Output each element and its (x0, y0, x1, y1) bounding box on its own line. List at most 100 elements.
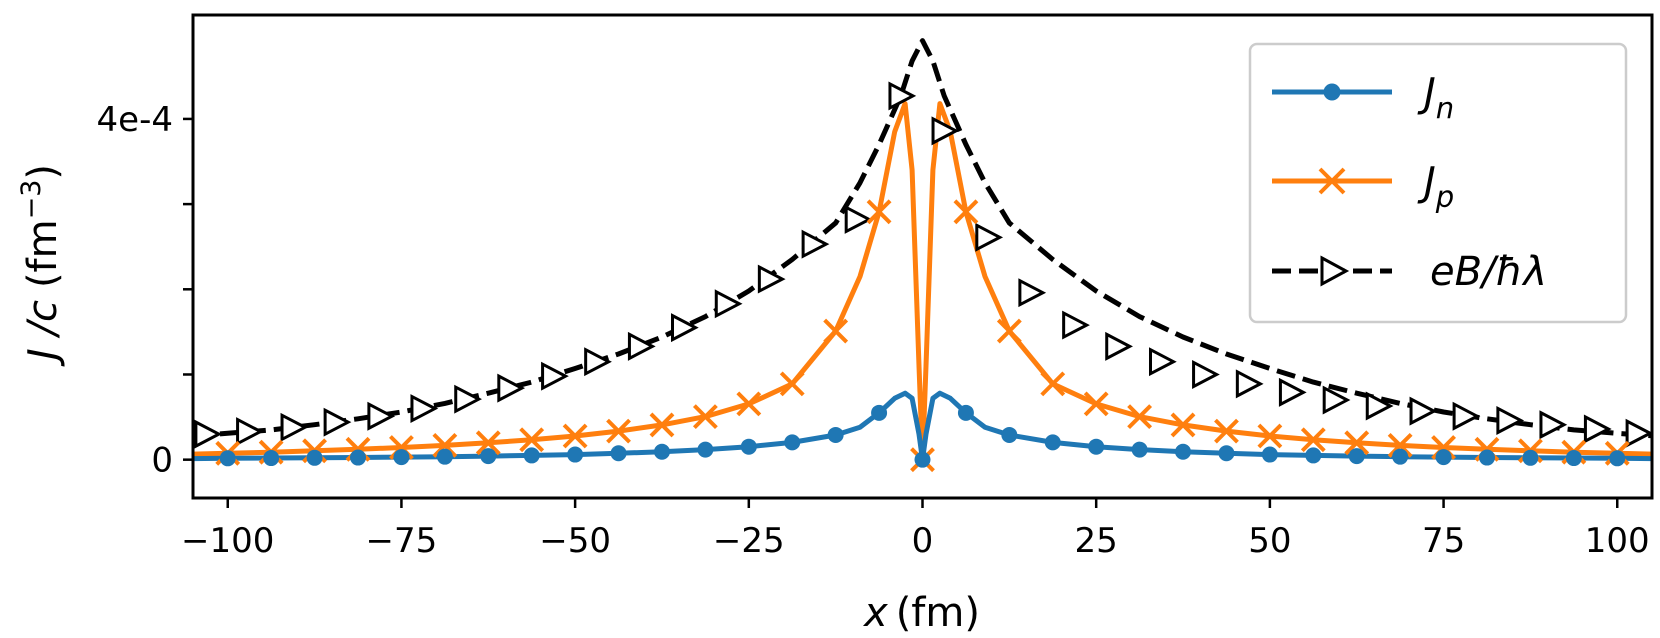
legend-entry-eb: eB/ħλ (1272, 249, 1547, 295)
series-marker-eb (714, 289, 743, 319)
series-marker-jp (736, 391, 762, 417)
legend-entry-jn: Jn (1272, 70, 1454, 125)
series-marker-jp (1257, 423, 1283, 449)
legend-label-jp-sub: p (1435, 180, 1454, 214)
y-axis-var: J /c (20, 300, 66, 367)
x-tick-label: 0 (912, 521, 934, 561)
series-marker-jn (1522, 449, 1539, 466)
x-tick-label: 50 (1248, 521, 1291, 561)
series-marker-eb (1235, 369, 1264, 399)
series-marker-eb (1452, 401, 1481, 431)
series-marker-eb (801, 229, 830, 259)
series-marker-eb (1583, 414, 1612, 444)
series-marker-jp (1300, 427, 1326, 453)
series-marker-eb (627, 331, 656, 361)
series-marker-eb (1278, 377, 1307, 407)
series-marker-jn (1478, 449, 1495, 466)
series-marker-jp (953, 199, 979, 225)
axis-ticks: −100 −75 −50 −25 0 25 50 75 100 0 4e-4 (97, 100, 1650, 561)
series-marker-jn (306, 449, 323, 466)
series-marker-eb (1496, 406, 1525, 435)
series-marker-eb (497, 373, 526, 403)
series-marker-jp (1170, 412, 1196, 438)
series-marker-jn (1001, 426, 1018, 443)
series-marker-jp (475, 430, 501, 456)
x-tick-label: 100 (1585, 521, 1650, 561)
series-marker-jp (996, 318, 1022, 344)
series-marker-eb (888, 81, 917, 111)
series-marker-jn (610, 445, 627, 462)
series-marker-jn (1261, 446, 1278, 463)
series-marker-jn (914, 451, 931, 468)
series-marker-eb (1105, 331, 1133, 361)
series-marker-jn (1305, 447, 1322, 464)
series-marker-eb (1409, 396, 1438, 426)
legend-marker-jp (1318, 167, 1346, 195)
x-tick-label: 75 (1422, 521, 1465, 561)
series-marker-jp (649, 412, 675, 438)
series-marker-eb (671, 313, 699, 343)
x-tick-label: −25 (713, 521, 785, 561)
x-axis-var: x (862, 590, 888, 636)
series-marker-jn (1218, 445, 1235, 462)
series-marker-jn (871, 404, 888, 421)
series-marker-eb (931, 116, 960, 146)
series-marker-jp (519, 427, 545, 453)
series-marker-eb (584, 347, 612, 377)
series-marker-eb (236, 417, 264, 447)
series-marker-eb (757, 264, 786, 294)
legend-label-jn-sub: n (1436, 91, 1454, 125)
series-marker-eb (323, 407, 352, 437)
series-marker-eb (1062, 310, 1090, 340)
series-marker-jp (1083, 391, 1109, 417)
series-marker-jp (1127, 404, 1153, 430)
x-tick-label: −100 (181, 521, 274, 561)
series-marker-eb (1192, 360, 1220, 389)
series-marker-eb (410, 394, 439, 424)
series-marker-eb (1149, 347, 1177, 377)
series-marker-eb (1322, 385, 1351, 415)
series-marker-jn (1044, 434, 1061, 451)
plot-frame (191, 13, 1654, 500)
series-marker-jn (1392, 448, 1409, 465)
y-axis-exponent: −3 (16, 180, 47, 220)
series-marker-jn (219, 450, 236, 467)
series-marker-eb (975, 222, 1004, 252)
series-marker-eb (1365, 391, 1394, 421)
series-marker-eb (454, 384, 482, 414)
series-marker-jn (480, 448, 497, 465)
series-marker-jn (350, 449, 367, 466)
series-marker-eb (1625, 418, 1654, 448)
series-marker-jp (1387, 432, 1413, 458)
x-axis-unit: (fm) (896, 590, 980, 636)
series-marker-eb (541, 361, 569, 391)
series-marker-jn (957, 404, 974, 421)
y-axis-label: J /c (fm−3) (16, 164, 66, 367)
series-marker-eb (280, 412, 309, 442)
series-marker-jp (562, 423, 588, 449)
series-marker-eb (1539, 410, 1568, 440)
legend-marker-eb (1320, 255, 1350, 287)
legend-label-eb: eB/ħλ (1430, 249, 1547, 295)
series-marker-jn (1435, 449, 1452, 466)
series-marker-jn (1609, 450, 1626, 467)
x-tick-label: −50 (539, 521, 611, 561)
series-marker-eb (194, 419, 223, 449)
legend: Jn Jp eB/ħλ (1248, 42, 1628, 324)
series-marker-jp (432, 432, 458, 458)
series-marker-jn (1088, 438, 1105, 455)
series-marker-jn (523, 447, 540, 464)
series-marker-jn (1348, 448, 1365, 465)
marker-layer (194, 81, 1654, 473)
series-marker-eb (844, 204, 873, 234)
series-marker-jn (436, 448, 453, 465)
series-marker-jn (784, 434, 801, 451)
series-marker-jn (697, 441, 714, 458)
series-marker-jn (653, 443, 670, 460)
legend-marker-jn (1323, 83, 1341, 101)
series-marker-jp (606, 418, 631, 444)
y-axis-close: ) (20, 164, 66, 180)
series-marker-jn (567, 446, 584, 463)
series-marker-jp (1214, 418, 1239, 444)
